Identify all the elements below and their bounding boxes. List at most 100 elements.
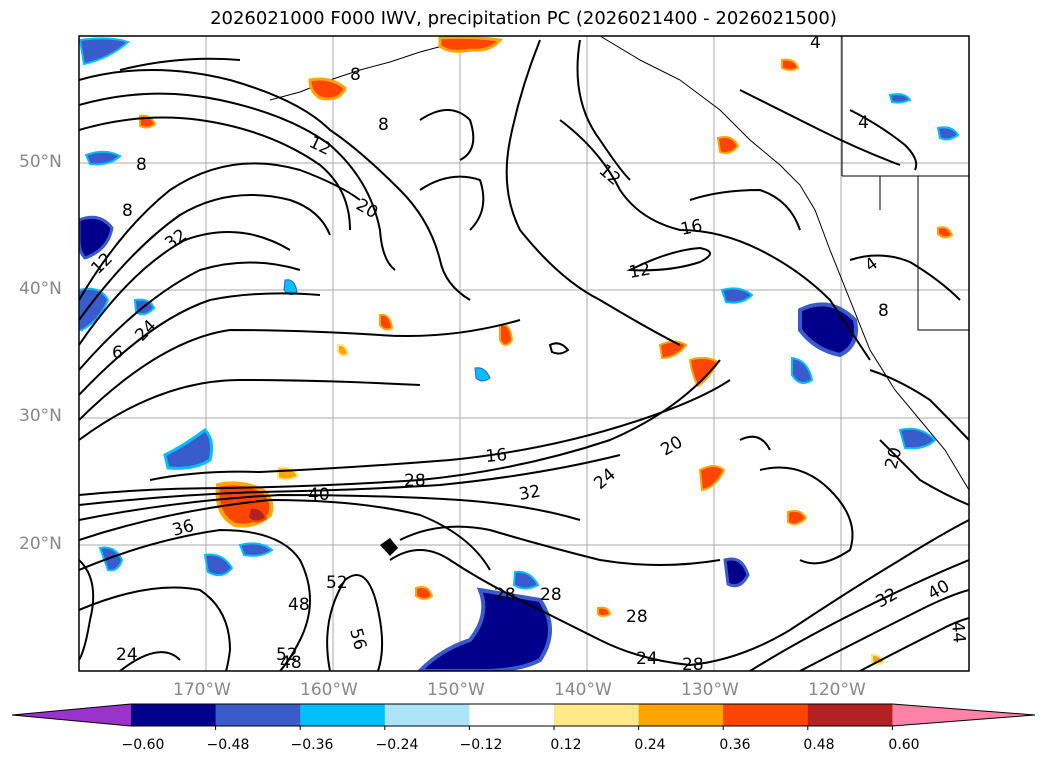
colorbar-extend-max: [892, 704, 1035, 726]
contour-line: [739, 435, 771, 451]
colorbar-tick-label: −0.48: [206, 737, 250, 753]
lon-label-160w: 160°W: [300, 680, 358, 700]
contour-line: [559, 119, 871, 361]
precip-patch-neg: [791, 356, 814, 385]
precip-patch-pos: [379, 313, 394, 331]
contour-line: [419, 109, 475, 161]
contour-line: [79, 69, 471, 301]
contour-label: 28: [682, 655, 704, 675]
precip-patch-pos: [499, 323, 514, 346]
contour-line: [79, 528, 311, 671]
contour-line: [389, 519, 969, 667]
lon-label-140w: 140°W: [554, 680, 612, 700]
contour-line: [79, 319, 521, 421]
plot-area: 12 8 8 8 12 8 32 20 24 6 12 16 12 4 4 4 …: [79, 36, 969, 675]
contour-line: [79, 586, 232, 671]
colorbar-tick-label: −0.36: [290, 737, 334, 753]
precip-patch-neg: [723, 557, 750, 588]
contour-line: [576, 39, 631, 181]
contour-label: 6: [112, 343, 123, 363]
lat-label-40n: 40°N: [19, 279, 62, 299]
contour-label: 48: [280, 653, 302, 673]
colorbar-tick-label: 0.36: [719, 737, 751, 753]
contour-line: [119, 651, 181, 671]
contour-label: 28: [494, 585, 516, 605]
colorbar-segment: [215, 704, 301, 726]
precip-patch-pos: [716, 136, 740, 155]
precip-patch-neg: [203, 553, 234, 577]
contour-label: 28: [404, 471, 426, 491]
contour-line: [79, 292, 321, 396]
colorbar-tick-label: −0.60: [121, 737, 165, 753]
colorbar-segment: [638, 704, 724, 726]
precip-patch-neg: [474, 367, 491, 382]
contour-label: 52: [276, 645, 298, 665]
gridlines: [79, 36, 969, 671]
precip-patch-neg: [98, 546, 124, 572]
coastlines: [269, 36, 969, 491]
iwv-contours: [79, 39, 969, 671]
contour-closed-low: [380, 538, 398, 556]
contour-label: 16: [485, 445, 508, 467]
precip-patch-pos: [787, 509, 808, 526]
precip-patch-pos: [937, 226, 954, 239]
contour-line: [79, 378, 421, 441]
precip-patch-pos: [438, 36, 503, 53]
precip-patch-neg: [238, 542, 274, 557]
contour-line: [849, 109, 918, 171]
contour-line: [869, 369, 969, 441]
contour-label: 8: [378, 115, 389, 135]
precip-patch-neg: [898, 427, 937, 450]
colorbar-segment: [723, 704, 809, 726]
precip-patch-pos: [688, 356, 720, 388]
map-title: 2026021000 F000 IWV, precipitation PC (2…: [210, 8, 837, 29]
contour-line: [79, 493, 581, 521]
contour-line: [119, 57, 241, 71]
contour-label: 8: [878, 301, 889, 321]
colorbar-segment: [554, 704, 640, 726]
contour-line: [79, 231, 291, 346]
state-borders: [879, 176, 969, 331]
aleutian-coast: [269, 43, 451, 101]
colorbar-extend-min: [12, 704, 131, 726]
precip-patch-pos: [337, 343, 350, 357]
precip-patch-pos: [781, 58, 800, 71]
lon-label-130w: 130°W: [681, 680, 739, 700]
colorbar-tick-label: 0.12: [550, 737, 582, 753]
contour-label: 4: [858, 113, 869, 133]
contour-label: 8: [122, 201, 133, 221]
contour-line: [859, 617, 969, 671]
colorbar-tick-label: 0.24: [634, 737, 666, 753]
north-america-coast: [599, 36, 969, 491]
precip-patch-neg: [936, 126, 960, 141]
colorbar-segment: [807, 704, 893, 726]
contour-label: 52: [326, 573, 348, 593]
colorbar-segment: [384, 704, 470, 726]
contour-line: [79, 92, 396, 271]
colorbar-segment: [300, 704, 386, 726]
colorbar-tick-label: 0.48: [803, 737, 835, 753]
contour-line: [79, 162, 361, 301]
contour-line: [849, 254, 961, 301]
contour-line: [79, 359, 721, 496]
precip-patches: [79, 36, 960, 671]
colorbar-outline: [11, 703, 1036, 727]
precip-patch-neg: [888, 93, 912, 104]
lat-label-20n: 20°N: [19, 534, 62, 554]
contour-line: [689, 188, 801, 231]
contour-label: 48: [288, 595, 310, 615]
precip-patch-pos: [597, 606, 612, 617]
contour-label: 16: [679, 216, 704, 240]
colorbar-tick-label: −0.24: [375, 737, 419, 753]
contour-line: [759, 466, 854, 565]
precip-patch-neg: [79, 215, 114, 260]
precip-patch-neg: [720, 287, 754, 304]
plot-frame: [78, 35, 970, 672]
contour-label: 44: [947, 621, 969, 644]
contour-label: 28: [626, 607, 648, 627]
contour-line: [79, 559, 95, 661]
colorbar: [11, 703, 1036, 730]
contour-label: 8: [350, 65, 361, 85]
lon-label-150w: 150°W: [427, 680, 485, 700]
contour-line: [399, 525, 721, 566]
